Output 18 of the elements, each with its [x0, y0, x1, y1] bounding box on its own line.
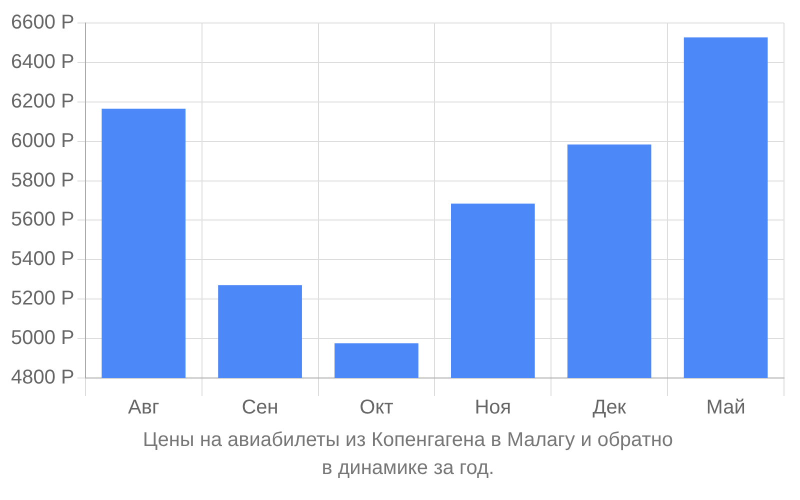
y-tick-label: 4800 Р: [11, 366, 74, 389]
y-tick-label: 5600 Р: [11, 208, 74, 231]
y-tick-label: 5400 Р: [11, 248, 74, 270]
x-tick-label: Ноя: [474, 396, 512, 419]
y-tick-label: 5800 Р: [11, 169, 74, 192]
y-tick-label: 6200 Р: [11, 90, 74, 112]
y-tick-label: 6600 Р: [11, 12, 74, 34]
text: в динамике за год.: [320, 456, 496, 481]
x-tick-label: Авг: [128, 396, 160, 419]
x-tick-label: Дек: [592, 396, 626, 419]
y-tick-label: 5000 Р: [11, 327, 74, 350]
x-tick-label: Сен: [242, 396, 278, 419]
text: Цены на авиабилеты из Копенгагена в Малагу и обратно: [142, 428, 674, 453]
x-tick-label: Май: [706, 396, 746, 419]
x-tick-label: Окт: [360, 396, 394, 419]
y-tick-label: 6400 Р: [11, 50, 74, 73]
y-tick-label: 6000 Р: [11, 130, 74, 152]
y-tick-label: 5200 Р: [11, 288, 74, 310]
